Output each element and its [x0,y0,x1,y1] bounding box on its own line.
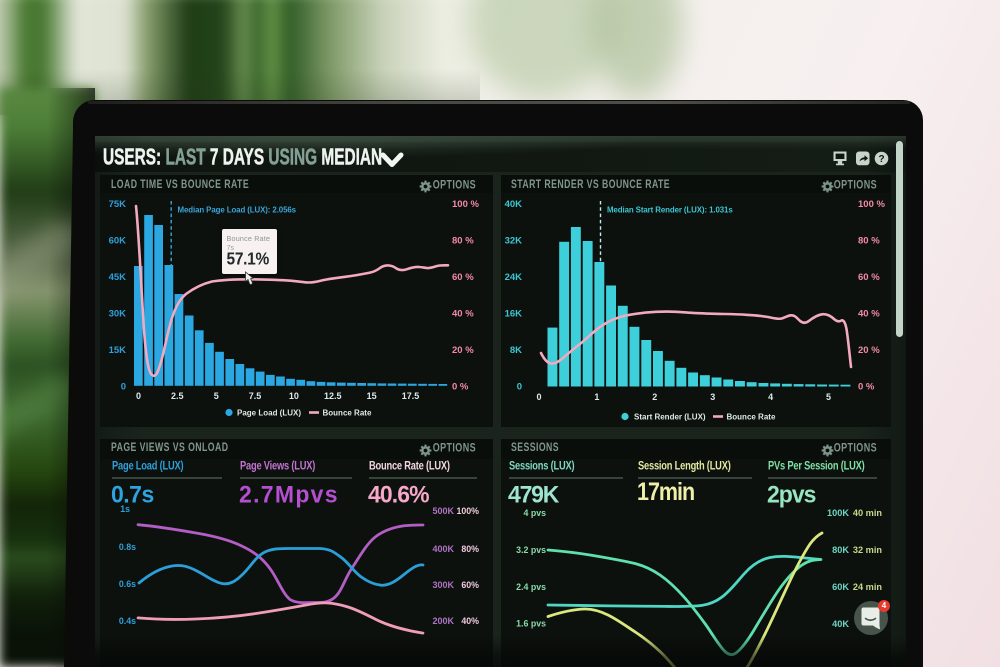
svg-text:400K: 400K [432,544,454,554]
svg-text:0.6s: 0.6s [119,579,136,589]
svg-text:4 pvs: 4 pvs [524,508,547,518]
svg-text:100K: 100K [827,508,849,518]
svg-text:10: 10 [289,391,299,401]
svg-text:100%: 100% [457,506,480,516]
svg-text:Page Load (LUX): Page Load (LUX) [237,409,301,418]
svg-text:Start Render (LUX): Start Render (LUX) [634,413,706,422]
svg-text:16K: 16K [505,309,523,320]
svg-text:75K: 75K [109,199,127,210]
svg-text:2: 2 [652,392,657,402]
svg-text:80 %: 80 % [858,236,880,247]
svg-text:40K: 40K [832,619,849,629]
svg-text:80K: 80K [832,545,849,555]
svg-text:45K: 45K [109,272,127,283]
svg-text:7.5: 7.5 [249,391,262,401]
svg-text:0: 0 [121,382,126,393]
svg-text:40 min: 40 min [853,508,882,518]
svg-text:500K: 500K [432,506,454,516]
svg-text:17.5: 17.5 [402,391,420,401]
svg-text:40%: 40% [461,616,479,626]
svg-text:80 %: 80 % [452,236,474,247]
svg-text:40 %: 40 % [858,309,880,320]
svg-text:5: 5 [214,391,219,401]
svg-text:20 %: 20 % [858,345,880,356]
svg-text:40 %: 40 % [452,309,474,320]
svg-text:3.2 pvs: 3.2 pvs [516,545,546,555]
svg-text:0: 0 [536,392,541,402]
svg-text:12.5: 12.5 [324,391,342,401]
svg-text:32 min: 32 min [853,545,882,555]
svg-text:60K: 60K [832,582,849,592]
svg-text:3: 3 [710,392,715,402]
svg-text:0 %: 0 % [452,382,469,393]
svg-text:0.4s: 0.4s [119,616,136,626]
svg-text:Bounce Rate: Bounce Rate [323,409,372,418]
svg-text:60K: 60K [109,236,127,247]
svg-text:4: 4 [768,392,773,402]
svg-text:100 %: 100 % [858,199,885,210]
svg-text:0: 0 [517,382,522,393]
svg-text:80%: 80% [461,544,479,554]
svg-text:Median Start Render (LUX): 1.0: Median Start Render (LUX): 1.031s [607,206,733,215]
svg-text:100 %: 100 % [452,199,479,210]
svg-text:8K: 8K [510,345,522,356]
svg-text:0: 0 [136,391,141,401]
svg-text:30K: 30K [109,309,127,320]
svg-text:15: 15 [367,391,377,401]
svg-text:Median Page Load (LUX): 2.056s: Median Page Load (LUX): 2.056s [178,206,297,215]
svg-text:1.6 pvs: 1.6 pvs [516,619,546,629]
svg-text:200K: 200K [432,616,454,626]
svg-text:2.5: 2.5 [171,391,184,401]
svg-text:15K: 15K [109,345,127,356]
svg-text:1: 1 [594,392,599,402]
svg-text:60%: 60% [461,580,479,590]
svg-text:32K: 32K [505,236,523,247]
svg-text:Bounce Rate: Bounce Rate [727,413,776,422]
svg-text:40K: 40K [505,199,523,210]
svg-text:2.4 pvs: 2.4 pvs [516,582,546,592]
svg-text:60 %: 60 % [858,272,880,283]
svg-text:0.8s: 0.8s [119,542,136,552]
svg-text:5: 5 [826,392,831,402]
svg-text:60 %: 60 % [452,272,474,283]
svg-text:300K: 300K [432,580,454,590]
svg-text:1s: 1s [120,504,130,514]
svg-text:20 %: 20 % [452,345,474,356]
svg-text:24K: 24K [505,272,523,283]
svg-text:0 %: 0 % [858,382,875,393]
svg-text:24 min: 24 min [853,582,882,592]
